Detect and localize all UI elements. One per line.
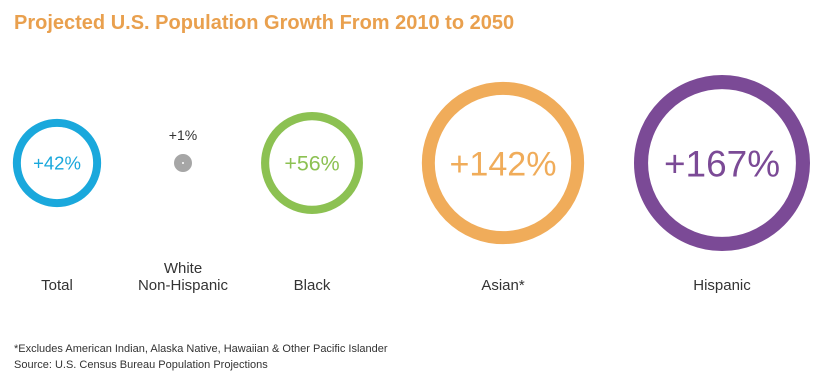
value-label-black: +56% bbox=[284, 152, 339, 176]
category-label-hispanic: Hispanic bbox=[693, 277, 751, 294]
bubble-ring-hispanic bbox=[633, 75, 810, 251]
source-note: Source: U.S. Census Bureau Population Pr… bbox=[14, 359, 268, 371]
category-label-total: Total bbox=[41, 277, 73, 294]
category-label-black: Black bbox=[294, 277, 331, 294]
value-label-asian: +142% bbox=[449, 145, 556, 183]
category-label-white-non-hispanic: White Non-Hispanic bbox=[138, 260, 229, 294]
bubble-ring-total bbox=[12, 118, 102, 208]
value-label-total: +42% bbox=[33, 153, 81, 174]
value-label-white-non-hispanic: +1% bbox=[169, 127, 197, 143]
bubble-ring-asian bbox=[421, 81, 585, 245]
bubble-group-total: +42% Total bbox=[12, 118, 102, 294]
bubble-ring-black bbox=[261, 112, 363, 214]
bubble-group-white-non-hispanic: +1% White Non-Hispanic bbox=[138, 127, 229, 294]
bubble-group-asian: +142% Asian* bbox=[421, 81, 585, 294]
chart-title: Projected U.S. Population Growth From 20… bbox=[14, 12, 515, 34]
value-label-hispanic: +167% bbox=[664, 143, 780, 184]
bubble-group-hispanic: +167% Hispanic bbox=[633, 75, 810, 294]
footnote: *Excludes American Indian, Alaska Native… bbox=[14, 343, 388, 355]
category-label-asian: Asian* bbox=[481, 277, 525, 294]
bubble-ring-white-non-hispanic bbox=[174, 154, 192, 172]
bubble-group-black: +56% Black bbox=[261, 112, 363, 294]
